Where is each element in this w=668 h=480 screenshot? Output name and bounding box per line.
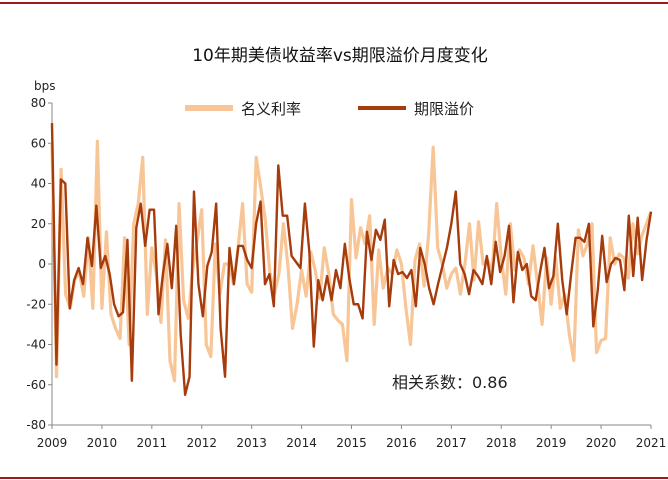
x-axis: 2009 2010 2011 2012 2013 2014 2015 2016 2017 2018… xyxy=(37,424,667,450)
x-tick-label: 2012 xyxy=(186,436,217,450)
y-axis: 80 60 40 20 0 -20 -40 -60 -80 xyxy=(26,96,53,432)
series-line-term-premium xyxy=(50,123,653,397)
y-tick-label: -40 xyxy=(26,338,46,352)
x-tick-label: 2020 xyxy=(586,436,617,450)
y-tick-label: -20 xyxy=(26,297,46,311)
legend-label: 名义利率 xyxy=(241,100,301,118)
y-tick-label: 20 xyxy=(31,217,46,231)
bottom-border-line xyxy=(0,477,668,479)
y-tick-label: 40 xyxy=(31,177,46,191)
legend: 名义利率 期限溢价 xyxy=(185,100,474,118)
x-tick-label: 2017 xyxy=(436,436,467,450)
correlation-annotation: 相关系数：0.86 xyxy=(392,373,508,392)
x-tick-label: 2019 xyxy=(536,436,567,450)
x-tick-label: 2014 xyxy=(286,436,317,450)
y-tick-label: -80 xyxy=(26,418,46,432)
y-tick-label: -60 xyxy=(26,378,46,392)
x-tick-label: 2009 xyxy=(37,436,68,450)
x-tick-label: 2015 xyxy=(336,436,367,450)
x-tick-label: 2013 xyxy=(236,436,267,450)
y-axis-unit: bps xyxy=(34,79,56,93)
series-line-nominal-rate xyxy=(50,139,653,383)
x-tick-label: 2010 xyxy=(87,436,118,450)
x-tick-label: 2016 xyxy=(386,436,417,450)
y-tick-label: 0 xyxy=(38,257,46,271)
y-tick-label: 60 xyxy=(31,136,46,150)
legend-label: 期限溢价 xyxy=(414,100,474,118)
series-group xyxy=(50,123,653,397)
x-tick-label: 2021 xyxy=(636,436,667,450)
x-tick-label: 2011 xyxy=(137,436,168,450)
top-border-line xyxy=(0,2,668,4)
chart-title: 10年期美债收益率vs期限溢价月度变化 xyxy=(192,46,488,66)
y-tick-label: 80 xyxy=(31,96,46,110)
x-tick-label: 2018 xyxy=(486,436,517,450)
